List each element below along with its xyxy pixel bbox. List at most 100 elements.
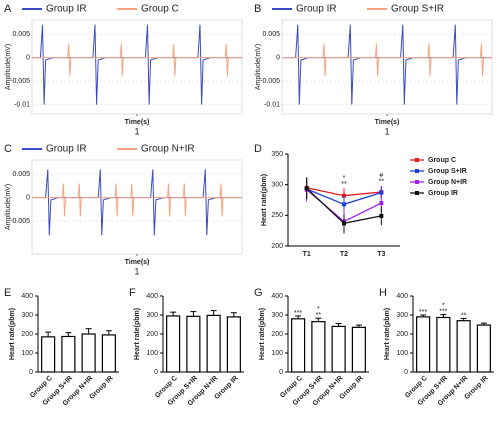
- x-axis-label: Time(s): [125, 119, 150, 126]
- x-tick-label: 1: [134, 126, 139, 136]
- bar: [101, 334, 116, 373]
- y-tick-label: 300: [146, 312, 158, 319]
- y-tick-label: 300: [21, 312, 33, 319]
- bar: [206, 314, 221, 373]
- annotation: **: [379, 179, 385, 186]
- bar: [416, 316, 431, 373]
- panel-label: H: [379, 287, 387, 299]
- marker: [379, 201, 384, 206]
- annotation: ***: [419, 309, 427, 316]
- legend-label: Group IR: [296, 4, 337, 15]
- bar: [41, 336, 56, 373]
- bar: [186, 315, 201, 373]
- y-tick-label: 0: [26, 194, 30, 201]
- y-tick-label: 100: [146, 350, 158, 357]
- y-axis-label: Amplitude(mV): [5, 184, 12, 230]
- y-axis-label: Amplitude(mV): [255, 44, 262, 90]
- trace: [32, 183, 242, 217]
- annotation: **: [316, 312, 322, 319]
- y-tick-label: 400: [21, 293, 33, 300]
- y-tick-label: 0.005: [262, 31, 280, 38]
- x-axis-label: Time(s): [375, 119, 400, 126]
- legend-marker: [415, 169, 419, 173]
- panel-label: D: [254, 143, 262, 155]
- trace: [32, 169, 242, 236]
- y-tick-label: 400: [271, 293, 283, 300]
- legend-label: Group N+IR: [141, 144, 195, 155]
- legend-label: Group C: [428, 157, 456, 164]
- y-axis-label: Heart rate(pbm): [134, 308, 141, 360]
- y-tick-label: -0.005: [260, 78, 280, 85]
- trace: [32, 43, 242, 77]
- x-tick-label: 1: [384, 126, 389, 136]
- y-tick-label: 300: [396, 312, 408, 319]
- legend-label: Group C: [141, 4, 179, 15]
- trace: [32, 24, 242, 105]
- y-tick-label: -0.01: [264, 101, 280, 108]
- y-tick-label: -0.005: [10, 78, 30, 85]
- marker: [342, 202, 346, 207]
- x-tick-label: T2: [340, 251, 348, 258]
- legend-label: Group IR: [46, 144, 87, 155]
- y-tick-label: 0: [404, 369, 408, 376]
- x-tick-label: 1: [134, 266, 139, 276]
- panel-label: G: [254, 287, 263, 299]
- legend-label: Group IR: [428, 190, 458, 197]
- marker: [304, 186, 309, 191]
- y-tick-label: 100: [396, 350, 408, 357]
- annotation: **: [341, 181, 347, 188]
- bar: [351, 326, 366, 373]
- y-axis-label: Heart rate(pbm): [259, 308, 266, 360]
- x-axis-label: Time(s): [125, 259, 150, 266]
- y-tick-label: 0.005: [12, 171, 30, 178]
- bar: [331, 325, 346, 373]
- y-tick-label: 200: [21, 331, 33, 338]
- panel-label: E: [4, 287, 11, 299]
- bar: [81, 333, 96, 373]
- annotation: *: [442, 302, 445, 309]
- y-axis-label: Heart rate(pbm): [9, 308, 16, 360]
- annotation: **: [461, 312, 467, 319]
- bar: [456, 320, 471, 373]
- x-tick-label: T3: [377, 251, 385, 258]
- y-tick-label: 0.005: [12, 31, 30, 38]
- y-tick-label: 400: [146, 293, 158, 300]
- annotation: #: [379, 173, 383, 180]
- bar: [226, 316, 241, 373]
- legend-label: Group S+IR: [391, 4, 444, 15]
- y-tick-label: 400: [396, 293, 408, 300]
- trace: [282, 24, 492, 105]
- y-tick-label: 200: [146, 331, 158, 338]
- annotation: ***: [439, 308, 447, 315]
- bar: [291, 318, 306, 373]
- annotation: *: [343, 175, 346, 182]
- y-tick-label: 350: [271, 151, 283, 158]
- y-tick-label: 300: [271, 182, 283, 189]
- bar: [311, 321, 326, 373]
- y-tick-label: 200: [271, 243, 283, 250]
- y-tick-label: 300: [271, 312, 283, 319]
- annotation: *: [317, 306, 320, 313]
- y-tick-label: 0: [26, 54, 30, 61]
- legend-label: Group IR: [46, 4, 87, 15]
- y-tick-label: 0: [29, 369, 33, 376]
- legend-label: Group N+IR: [428, 179, 467, 186]
- y-tick-label: 200: [271, 331, 283, 338]
- marker: [379, 213, 384, 218]
- trace: [282, 43, 492, 77]
- legend-marker: [415, 180, 419, 184]
- panel-label: C: [4, 143, 12, 155]
- bar: [476, 324, 491, 373]
- bar: [61, 335, 76, 373]
- annotation: ***: [294, 310, 302, 317]
- y-tick-label: 200: [396, 331, 408, 338]
- y-tick-label: 250: [271, 212, 283, 219]
- y-tick-label: 0: [279, 369, 283, 376]
- panel-label: F: [129, 287, 136, 299]
- y-tick-label: -0.01: [14, 101, 30, 108]
- marker: [379, 190, 384, 195]
- y-tick-label: 0: [154, 369, 158, 376]
- y-tick-label: 0: [276, 54, 280, 61]
- y-axis-label: Heart rate(pbm): [261, 174, 268, 226]
